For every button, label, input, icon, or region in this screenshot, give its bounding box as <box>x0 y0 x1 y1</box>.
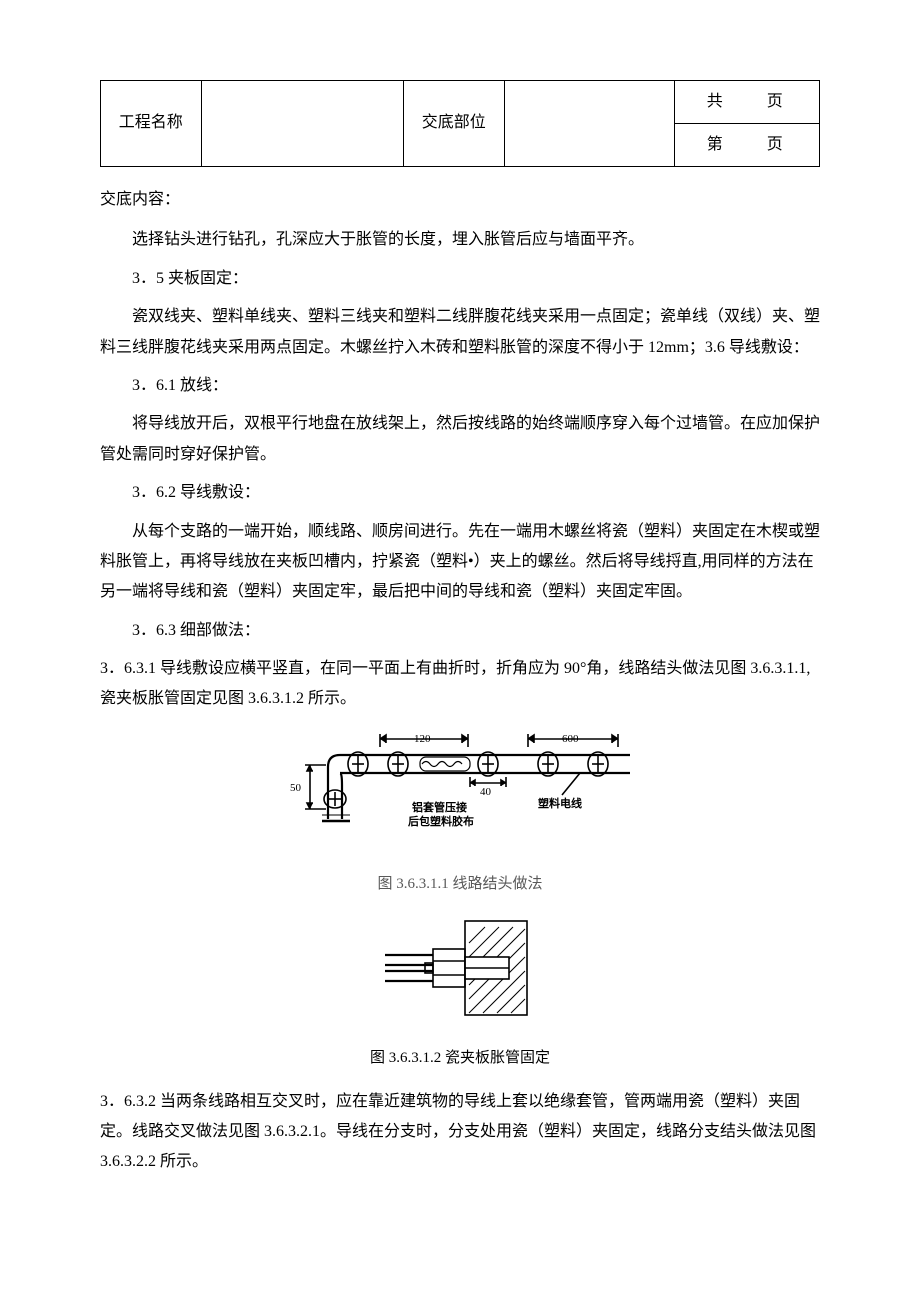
header-col1-value <box>201 81 403 167</box>
p-3-6-2: 从每个支路的一端开始，顺线路、顺房间进行。先在一端用木螺丝将瓷（塑料）夹固定在木… <box>100 517 820 608</box>
header-col2-label: 交底部位 <box>403 81 504 167</box>
intro-title: 交底内容： <box>100 185 820 215</box>
h-3-6-1: 3．6.1 放线： <box>100 371 820 401</box>
fig1-d40: 40 <box>480 786 492 798</box>
fig1-d600: 600 <box>562 733 579 745</box>
h-3-6-3: 3．6.3 细部做法： <box>100 616 820 646</box>
p-drill: 选择钻头进行钻孔，孔深应大于胀管的长度，埋入胀管后应与墙面平齐。 <box>100 225 820 255</box>
fig1-note2: 塑料电线 <box>538 796 582 810</box>
header-page-num: 第 页 <box>674 124 819 167</box>
figure-1-svg: 120 600 40 50 铝套管压接 后包塑料胶布 塑料电线 <box>280 729 640 849</box>
p-3-6-3-2: 3．6.3.2 当两条线路相互交叉时，应在靠近建筑物的导线上套以绝缘套管，管两端… <box>100 1087 820 1178</box>
header-col1-label: 工程名称 <box>101 81 202 167</box>
fig1-note1-l1: 铝套管压接 <box>412 800 467 814</box>
figure-2-svg <box>375 913 545 1023</box>
fig1-d50: 50 <box>290 782 302 794</box>
header-col2-value <box>504 81 674 167</box>
fig1-d120: 120 <box>414 733 431 745</box>
header-table: 工程名称 交底部位 共 页 第 页 <box>100 80 820 167</box>
figure-1-caption: 图 3.6.3.1.1 线路结头做法 <box>100 870 820 899</box>
header-page-total: 共 页 <box>674 81 819 124</box>
h-3-5: 3．5 夹板固定： <box>100 264 820 294</box>
h-3-6-2: 3．6.2 导线敷设： <box>100 478 820 508</box>
fig1-note1-l2: 后包塑料胶布 <box>408 814 474 828</box>
p-3-5: 瓷双线夹、塑料单线夹、塑料三线夹和塑料二线胖腹花线夹采用一点固定；瓷单线（双线）… <box>100 302 820 363</box>
figure-2-wrap <box>100 913 820 1034</box>
figure-2-caption: 图 3.6.3.1.2 瓷夹板胀管固定 <box>100 1044 820 1073</box>
figure-1-wrap: 120 600 40 50 铝套管压接 后包塑料胶布 塑料电线 <box>100 729 820 860</box>
p-3-6-3-1: 3．6.3.1 导线敷设应横平竖直，在同一平面上有曲折时，折角应为 90°角，线… <box>100 654 820 715</box>
p-3-6-1: 将导线放开后，双根平行地盘在放线架上，然后按线路的始终端顺序穿入每个过墙管。在应… <box>100 409 820 470</box>
